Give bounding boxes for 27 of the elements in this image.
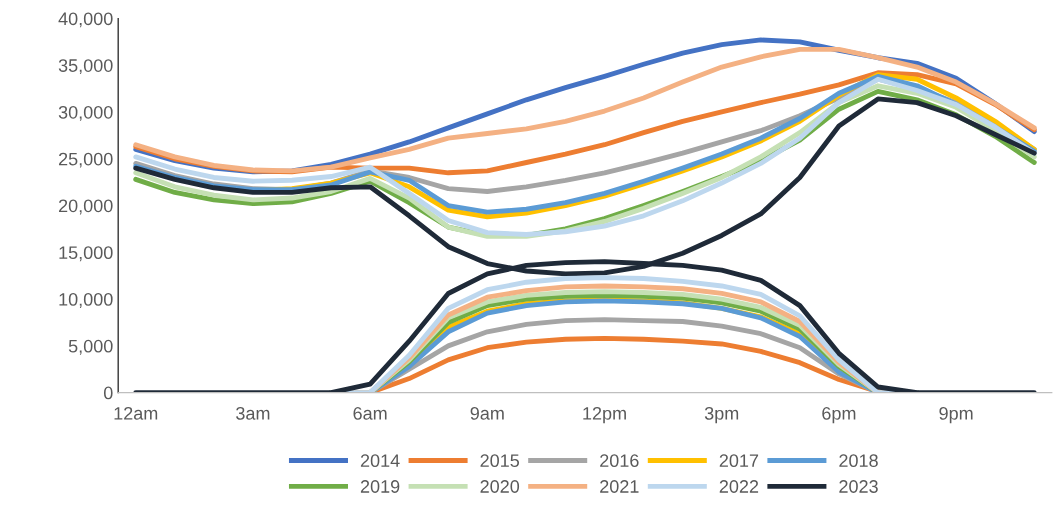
y-tick-label: 20,000 bbox=[58, 199, 113, 215]
y-tick-label: 40,000 bbox=[58, 12, 113, 28]
legend-label: 2018 bbox=[839, 454, 878, 468]
y-tick-label: 10,000 bbox=[59, 293, 113, 308]
x-tick-label: 9pm bbox=[939, 406, 973, 424]
x-tick-label: 6pm bbox=[822, 406, 856, 424]
y-tick-label: 15,000 bbox=[59, 246, 113, 262]
y-tick-label: 35,000 bbox=[58, 59, 113, 75]
x-tick-label: 9am bbox=[470, 406, 504, 420]
legend-label: 2023 bbox=[839, 480, 878, 493]
y-tick-label: 5,000 bbox=[68, 339, 113, 355]
y-tick-label: 25,000 bbox=[58, 152, 113, 168]
legend-label: 2014 bbox=[360, 454, 400, 468]
x-tick-label: 12pm bbox=[583, 406, 626, 424]
y-tick-label: 0 bbox=[103, 386, 113, 400]
legend-label: 2016 bbox=[600, 454, 639, 468]
legend-label: 2021 bbox=[600, 480, 639, 493]
legend-label: 2020 bbox=[480, 480, 520, 493]
x-tick-label: 3am bbox=[236, 406, 270, 420]
x-tick-label: 3pm bbox=[704, 406, 739, 424]
x-tick-label: 12am bbox=[114, 406, 158, 420]
legend-label: 2017 bbox=[719, 454, 759, 468]
x-tick-label: 6am bbox=[353, 406, 387, 420]
legend-label: 2015 bbox=[480, 454, 520, 468]
legend-label: 2022 bbox=[719, 480, 759, 493]
y-tick-label: 30,000 bbox=[58, 105, 113, 121]
legend-label: 2019 bbox=[360, 480, 400, 493]
